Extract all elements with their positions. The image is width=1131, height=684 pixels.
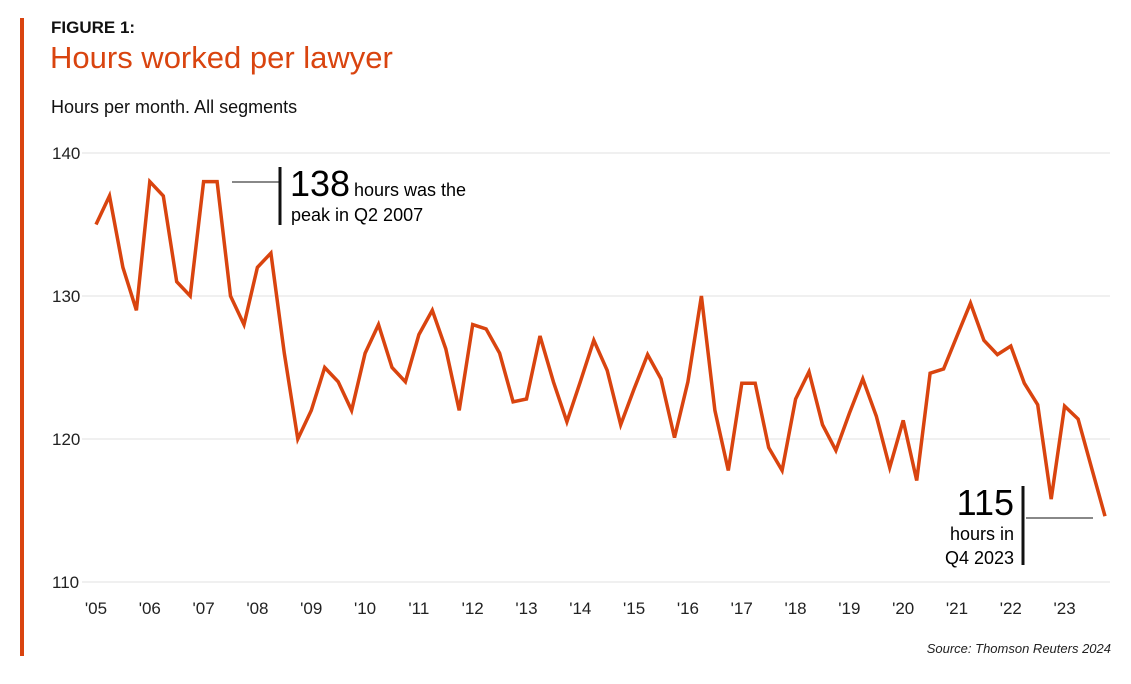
- source-note: Source: Thomson Reuters 2024: [926, 641, 1111, 656]
- y-tick-label: 130: [52, 287, 80, 306]
- figure-label: FIGURE 1:: [51, 18, 136, 37]
- annotation-text: Q4 2023: [945, 548, 1014, 568]
- accent-bar: [20, 18, 24, 656]
- x-tick-label: '05: [85, 599, 107, 618]
- x-tick-label: '13: [515, 599, 537, 618]
- x-tick-label: '09: [300, 599, 322, 618]
- x-tick-label: '14: [569, 599, 591, 618]
- x-tick-label: '12: [462, 599, 484, 618]
- x-tick-label: '10: [354, 599, 376, 618]
- chart-subtitle: Hours per month. All segments: [51, 97, 298, 117]
- x-tick-label: '20: [892, 599, 914, 618]
- y-tick-label: 110: [52, 573, 79, 592]
- annotation-peak: 138 hours was the peak in Q2 2007: [232, 163, 466, 225]
- x-tick-label: '15: [623, 599, 645, 618]
- annotation-latest: 115 hours in Q4 2023: [945, 482, 1093, 568]
- x-tick-label: '11: [408, 599, 429, 618]
- annotation-text: hours in: [950, 524, 1014, 544]
- chart-title: Hours worked per lawyer: [50, 40, 393, 75]
- y-tick-label: 120: [52, 430, 80, 449]
- annotation-value: 115: [957, 482, 1014, 523]
- x-tick-label: '18: [784, 599, 806, 618]
- x-tick-label: '23: [1054, 599, 1076, 618]
- x-tick-label: '06: [139, 599, 161, 618]
- x-tick-label: '21: [946, 599, 968, 618]
- x-tick-label: '08: [246, 599, 268, 618]
- series-line: [94, 177, 1107, 517]
- annotation-text: peak in Q2 2007: [291, 205, 423, 225]
- x-tick-label: '17: [731, 599, 753, 618]
- x-tick-label: '16: [677, 599, 699, 618]
- y-tick-label: 140: [52, 144, 80, 163]
- x-tick-label: '22: [1000, 599, 1022, 618]
- x-tick-label: '19: [838, 599, 860, 618]
- x-tick-label: '07: [193, 599, 215, 618]
- annotation-text: hours was the: [354, 180, 466, 200]
- annotation-value: 138: [290, 163, 350, 204]
